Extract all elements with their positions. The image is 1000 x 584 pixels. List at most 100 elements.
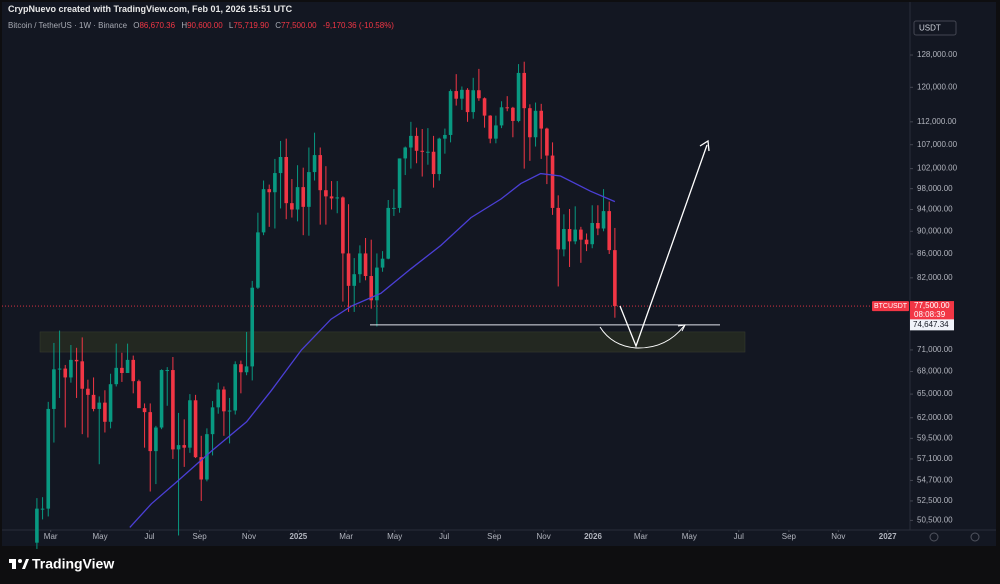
x-tick-label: 2025	[289, 532, 307, 541]
candle-body	[239, 364, 243, 373]
candle-body	[579, 229, 583, 240]
candle-body	[567, 229, 572, 242]
candle-body	[165, 370, 170, 372]
candle-body	[482, 98, 487, 116]
candle-body	[545, 128, 549, 156]
candle-body	[131, 359, 136, 382]
logo-part	[22, 559, 29, 569]
log-scale-button[interactable]	[970, 532, 980, 542]
candle-body	[562, 229, 566, 250]
candle-body	[46, 408, 51, 509]
candle-body	[465, 89, 470, 113]
moving-average	[129, 172, 616, 528]
candle-body	[312, 155, 317, 173]
x-tick-label: May	[682, 532, 697, 541]
y-tick-label: 57,100.00	[917, 454, 953, 463]
candle-body	[205, 434, 209, 480]
y-tick-label: 65,000.00	[917, 389, 953, 398]
candle-body	[324, 190, 328, 197]
ohlc-key: H	[181, 21, 188, 30]
projection-arrow	[619, 144, 708, 348]
candle-body	[125, 359, 130, 373]
candle-body	[454, 91, 459, 99]
y-tick-label: 62,000.00	[917, 413, 953, 422]
candle-body	[437, 138, 442, 175]
candle-body	[301, 187, 306, 207]
tradingview-logo	[9, 559, 29, 569]
legend: Bitcoin / TetherUS · 1W · Binance O86,67…	[8, 21, 394, 30]
candle-body	[159, 370, 164, 428]
y-tick-label: 86,000.00	[917, 249, 953, 258]
candle-body	[380, 258, 385, 268]
chart-panel	[2, 2, 996, 546]
symbol-badge	[872, 301, 909, 312]
candle-body	[216, 389, 221, 408]
x-tick-label: Mar	[339, 532, 353, 541]
x-tick-label: Sep	[487, 532, 502, 541]
candle-body	[613, 250, 617, 307]
countdown: 08:08:39	[914, 310, 946, 319]
candle-body	[250, 287, 255, 367]
symbol: Bitcoin / TetherUS · 1W · Binance	[8, 21, 128, 30]
y-tick-label: 90,000.00	[917, 226, 953, 235]
ohlc-key: O	[133, 21, 140, 30]
candle-body	[596, 222, 600, 229]
candle-body	[318, 155, 323, 191]
candle-body	[607, 211, 612, 251]
candle-body	[397, 158, 402, 208]
x-tick-label: Jul	[439, 532, 449, 541]
candle-body	[346, 253, 351, 286]
candle-body	[409, 135, 413, 148]
candle-body	[386, 207, 391, 259]
candle-body	[267, 189, 272, 193]
candle-body	[273, 173, 277, 193]
y-tick-label: 112,000.00	[917, 117, 957, 126]
candle-body	[261, 189, 266, 233]
candle-body	[114, 367, 119, 385]
candle-body	[176, 445, 181, 450]
candle-body	[290, 203, 294, 210]
candle-body	[182, 445, 187, 448]
candle-body	[284, 156, 289, 204]
candle-body	[539, 110, 544, 129]
candle-body	[120, 367, 124, 373]
candle-body	[154, 427, 158, 452]
candle-body	[171, 370, 175, 450]
y-tick-label: 128,000.00	[917, 50, 958, 59]
candle-body	[307, 172, 311, 207]
candle-body	[522, 72, 527, 109]
candle-body	[431, 151, 436, 175]
support-badge	[910, 319, 954, 331]
candle-body	[86, 388, 90, 395]
credit: CrypNuevo created with TradingView.com, …	[8, 4, 293, 14]
candle-body	[601, 211, 606, 229]
candle-body	[471, 90, 476, 113]
candle-body	[392, 207, 396, 209]
candle-body	[448, 91, 453, 135]
x-tick-label: Nov	[831, 532, 845, 541]
auto-scale-button[interactable]	[929, 532, 939, 542]
candle-body	[573, 229, 578, 242]
candle-body	[499, 107, 504, 126]
candle-body	[148, 412, 153, 452]
candle-body	[335, 197, 340, 199]
candle-body	[74, 359, 79, 362]
y-tick-label: 54,700.00	[917, 476, 953, 485]
candle-body	[414, 135, 419, 151]
candle-body	[188, 400, 192, 448]
price-badge-text: 77,500.00	[914, 301, 950, 310]
candle-body	[369, 276, 374, 301]
currency-box[interactable]	[913, 20, 957, 36]
candle-body	[244, 366, 249, 373]
candle-body	[52, 369, 56, 409]
ohlc-value: 90,600.00	[187, 21, 223, 30]
candle-body	[329, 196, 334, 199]
x-tick-label: Jul	[734, 532, 744, 541]
candle-body	[142, 408, 147, 413]
logo-part	[18, 559, 22, 563]
price-badge	[910, 301, 954, 322]
x-tick-label: Jul	[144, 532, 154, 541]
x-tick-label: Mar	[44, 532, 58, 541]
